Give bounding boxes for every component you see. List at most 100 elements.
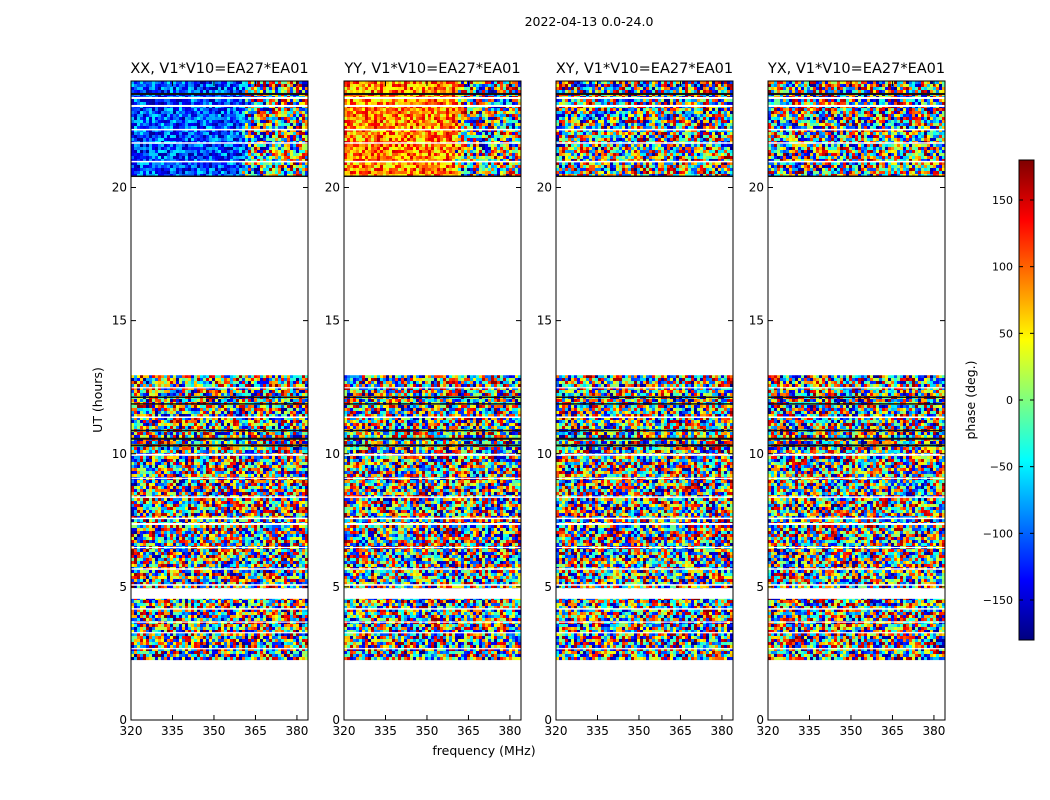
heatmap-cell — [302, 432, 306, 436]
heatmap-cell — [251, 438, 255, 442]
heatmap-cell — [257, 618, 261, 622]
heatmap-cell — [290, 411, 294, 415]
heatmap-cell — [260, 486, 264, 490]
heatmap-cell — [251, 573, 255, 577]
heatmap-cell — [230, 450, 234, 454]
heatmap-cell — [275, 501, 279, 505]
heatmap-cell — [140, 504, 144, 508]
heatmap-cell — [194, 435, 198, 439]
heatmap-cell — [233, 399, 237, 403]
heatmap-cell — [182, 513, 186, 517]
heatmap-cell — [242, 519, 246, 523]
heatmap-cell — [200, 387, 204, 391]
heatmap-cell — [194, 513, 198, 517]
heatmap-cell — [158, 537, 162, 541]
heatmap-cell — [227, 570, 231, 574]
heatmap-cell — [299, 615, 303, 619]
heatmap-cell — [230, 432, 234, 436]
heatmap-cell — [281, 441, 285, 445]
heatmap-cell — [305, 531, 309, 535]
heatmap-cell — [242, 378, 246, 382]
heatmap-cell — [290, 408, 294, 412]
heatmap-cell — [251, 486, 255, 490]
heatmap-cell — [209, 624, 213, 628]
heatmap-cell — [155, 378, 159, 382]
heatmap-cell — [254, 558, 258, 562]
heatmap-cell — [200, 417, 204, 421]
heatmap-cell — [170, 420, 174, 424]
heatmap-cell — [155, 456, 159, 460]
heatmap-cell — [245, 486, 249, 490]
heatmap-cell — [275, 459, 279, 463]
heatmap-cell — [299, 462, 303, 466]
heatmap-cell — [224, 582, 228, 586]
heatmap-cell — [209, 549, 213, 553]
heatmap-cell — [221, 393, 225, 397]
heatmap-cell — [167, 510, 171, 514]
heatmap-cell — [281, 510, 285, 514]
heatmap-cell — [191, 375, 195, 379]
heatmap-cell — [143, 438, 147, 442]
heatmap-cell — [302, 468, 306, 472]
heatmap-cell — [275, 405, 279, 409]
heatmap-cell — [179, 603, 183, 607]
heatmap-cell — [296, 576, 300, 580]
heatmap-cell — [248, 513, 252, 517]
heatmap-cell — [206, 456, 210, 460]
heatmap-cell — [254, 609, 258, 613]
heatmap-cell — [146, 408, 150, 412]
heatmap-cell — [254, 510, 258, 514]
heatmap-cell — [152, 600, 156, 604]
heatmap-cell — [275, 597, 279, 601]
heatmap-cell — [296, 417, 300, 421]
heatmap-cell — [257, 612, 261, 616]
heatmap-cell — [152, 441, 156, 445]
heatmap-cell — [299, 447, 303, 451]
heatmap-cell — [185, 564, 189, 568]
heatmap-cell — [212, 498, 216, 502]
heatmap-cell — [209, 399, 213, 403]
heatmap-cell — [146, 579, 150, 583]
heatmap-cell — [197, 408, 201, 412]
heatmap-cell — [131, 426, 135, 430]
heatmap-cell — [266, 435, 270, 439]
heatmap-cell — [206, 537, 210, 541]
heatmap-cell — [149, 603, 153, 607]
heatmap-cell — [143, 480, 147, 484]
heatmap-cell — [296, 597, 300, 601]
heatmap-cell — [224, 378, 228, 382]
heatmap-cell — [239, 417, 243, 421]
heatmap-cell — [251, 615, 255, 619]
heatmap-cell — [296, 558, 300, 562]
heatmap-cell — [221, 624, 225, 628]
heatmap-cell — [212, 561, 216, 565]
heatmap-cell — [290, 537, 294, 541]
heatmap-cell — [245, 384, 249, 388]
heatmap-cell — [212, 528, 216, 532]
heatmap-cell — [134, 519, 138, 523]
heatmap-cell — [254, 399, 258, 403]
heatmap-cell — [227, 411, 231, 415]
heatmap-cell — [182, 525, 186, 529]
heatmap-cell — [227, 558, 231, 562]
heatmap-cell — [260, 618, 264, 622]
heatmap-cell — [170, 405, 174, 409]
heatmap-cell — [281, 483, 285, 487]
heatmap-cell — [287, 462, 291, 466]
heatmap-cell — [236, 390, 240, 394]
heatmap-cell — [143, 531, 147, 535]
heatmap-cell — [191, 426, 195, 430]
heatmap-cell — [158, 513, 162, 517]
heatmap-cell — [287, 468, 291, 472]
heatmap-cell — [272, 582, 276, 586]
heatmap-cell — [164, 555, 168, 559]
heatmap-cell — [155, 564, 159, 568]
heatmap-cell — [269, 603, 273, 607]
heatmap-cell — [134, 576, 138, 580]
heatmap-cell — [158, 450, 162, 454]
heatmap-cell — [143, 501, 147, 505]
heatmap-cell — [248, 468, 252, 472]
heatmap-cell — [185, 525, 189, 529]
heatmap-cell — [188, 408, 192, 412]
heatmap-cell — [233, 531, 237, 535]
